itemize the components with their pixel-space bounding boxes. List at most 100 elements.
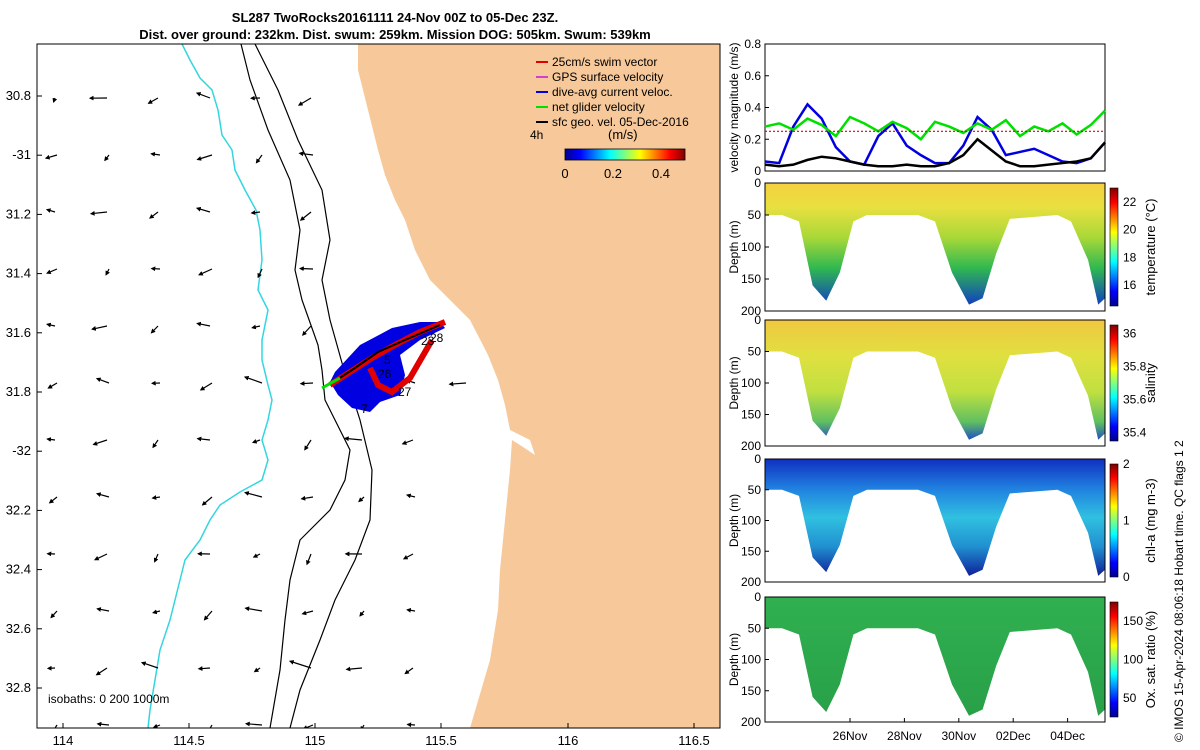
colorbar-tick-label: 20 [1123,223,1137,237]
velocity-y-tick-label: 0.2 [744,132,761,146]
velocity-y-tick-label: 0.4 [744,101,761,115]
colorbar-sal [1109,324,1119,442]
map-y-tick-label: 32.8 [6,680,31,695]
depth-axis-label: Depth (m) [727,356,741,409]
depth-tick-label: 200 [741,715,761,729]
depth-tick-label: 0 [754,452,761,466]
velocity-y-tick-label: 0.6 [744,69,761,83]
colorbar-tick-label: 35.8 [1123,359,1147,373]
colorbar-tick-label: 50 [1123,691,1137,705]
track-label-23: 23 [421,334,435,348]
depth-axis-label: Depth (m) [727,220,741,273]
depth-tick-label: 150 [741,684,761,698]
land-polygon [358,44,720,728]
glider-track [321,319,447,412]
map-x-tick-label: 116.5 [678,733,710,748]
time-x-tick-label: 04Dec [1050,729,1085,743]
geo-velocity-arrows [44,92,467,728]
map-y-tick-label: 31.4 [6,266,31,281]
depth-axis-label: Depth (m) [727,494,741,547]
time-label: 4h [530,128,543,142]
map-y-tick-label: -32 [12,443,31,458]
depth-tick-label: 50 [748,483,762,497]
depth-tick-label: 0 [754,176,761,190]
time-x-tick-label: 02Dec [996,729,1031,743]
map-y-tick-label: 31.6 [6,325,31,340]
colorbar-ox [1109,601,1119,718]
profile-fill-temp [765,183,1105,305]
depth-axis-label: Depth (m) [727,633,741,686]
legend-label: net glider velocity [552,100,645,114]
depth-tick-label: 200 [741,304,761,318]
velocity-y-axis-label: velocity magnitude (m/s) [727,42,741,172]
colorbar-tick-label: 22 [1123,195,1137,209]
colorbar-label-chl: chl-a (mg m-3) [1143,478,1158,563]
colorbar-temp [1109,187,1119,307]
map-x-tick-label: 115 [305,733,326,748]
colorbar-tick-label: 18 [1123,250,1137,264]
map-panel: 23 28 5 26 27 7 114 114.5 115 115.5 116 116.5… [6,43,721,748]
map-x-tick-label: 116 [558,733,579,748]
depth-tick-label: 0 [754,590,761,604]
series-line-current [764,102,1106,167]
velocity-chart-frame [764,43,1106,172]
map-y-axis: 30.8 -31 31.2 31.4 31.6 31.8 -32 32.2 32.4 32.6 32… [6,88,42,695]
isobaths-label: isobaths: 0 200 1000m [48,692,169,706]
legend-label: GPS surface velocity [552,70,663,84]
time-x-tick-label: 30Nov [941,729,976,743]
track-label-5: 5 [384,353,391,367]
map-x-tick-label: 114.5 [173,733,205,748]
velocity-colorbar-tick-label: 0.2 [604,166,622,181]
depth-tick-label: 100 [741,240,761,254]
map-x-tick-label: 114 [53,733,74,748]
profile-fill-sal [765,320,1105,440]
velocity-y-tick-label: 0.8 [744,37,761,51]
map-y-tick-label: 31.2 [6,206,31,221]
colorbar-tick-label: 2 [1123,457,1130,471]
depth-tick-label: 100 [741,376,761,390]
depth-tick-label: 200 [741,439,761,453]
velocity-colorbar-tick-label: 0 [561,166,568,181]
depth-tick-label: 100 [741,514,761,528]
coast-blue-line [147,44,273,728]
series-line-geo_vel [764,137,1106,168]
colorbar-tick-label: 1 [1123,514,1130,528]
depth-tick-label: 50 [748,345,762,359]
depth-tick-label: 50 [748,208,762,222]
map-y-tick-label: 30.8 [6,88,31,103]
velocity-colorbar-ticks: 0 0.2 0.4 [561,166,670,181]
colorbar-tick-label: 0 [1123,570,1130,584]
depth-tick-label: 100 [741,653,761,667]
profile-fill-ox [765,597,1105,716]
colorbar-tick-label: 100 [1123,653,1143,667]
colorbar-label-ox: Ox. sat. ratio (%) [1143,611,1158,709]
chart-title-line2: Dist. over ground: 232km. Dist. swum: 25… [139,27,651,42]
profile-fill-chl [765,459,1105,576]
depth-tick-label: 150 [741,272,761,286]
track-label-26: 26 [378,367,392,381]
track-label-28: 28 [430,331,444,345]
velocity-colorbar [564,148,686,161]
colorbar-tick-label: 36 [1123,326,1137,340]
depth-tick-label: 150 [741,408,761,422]
map-y-tick-label: 32.6 [6,621,31,636]
map-y-tick-label: 31.8 [6,384,31,399]
colorbar-label-sal: salinity [1143,363,1158,403]
map-y-tick-label: -31 [12,147,31,162]
colorbar-tick-label: 150 [1123,614,1143,628]
track-label-7: 7 [361,402,368,416]
legend-label: sfc geo. vel. 05-Dec-2016 [552,115,689,129]
chart-title-line1: SL287 TwoRocks20161111 24-Nov 00Z to 05-… [231,10,559,25]
colorbar-tick-label: 35.4 [1123,426,1147,440]
depth-tick-label: 200 [741,575,761,589]
velocity-y-tick-label: 0 [754,164,761,178]
time-x-tick-label: 26Nov [833,729,868,743]
legend-label: 25cm/s swim vector [552,55,657,69]
map-x-axis: 114 114.5 115 115.5 116 116.5 [53,723,710,748]
depth-tick-label: 50 [748,621,762,635]
series-line-net_velocity [764,109,1106,141]
depth-tick-label: 150 [741,544,761,558]
track-label-27: 27 [398,385,412,399]
velocity-colorbar-tick-label: 0.4 [652,166,670,181]
